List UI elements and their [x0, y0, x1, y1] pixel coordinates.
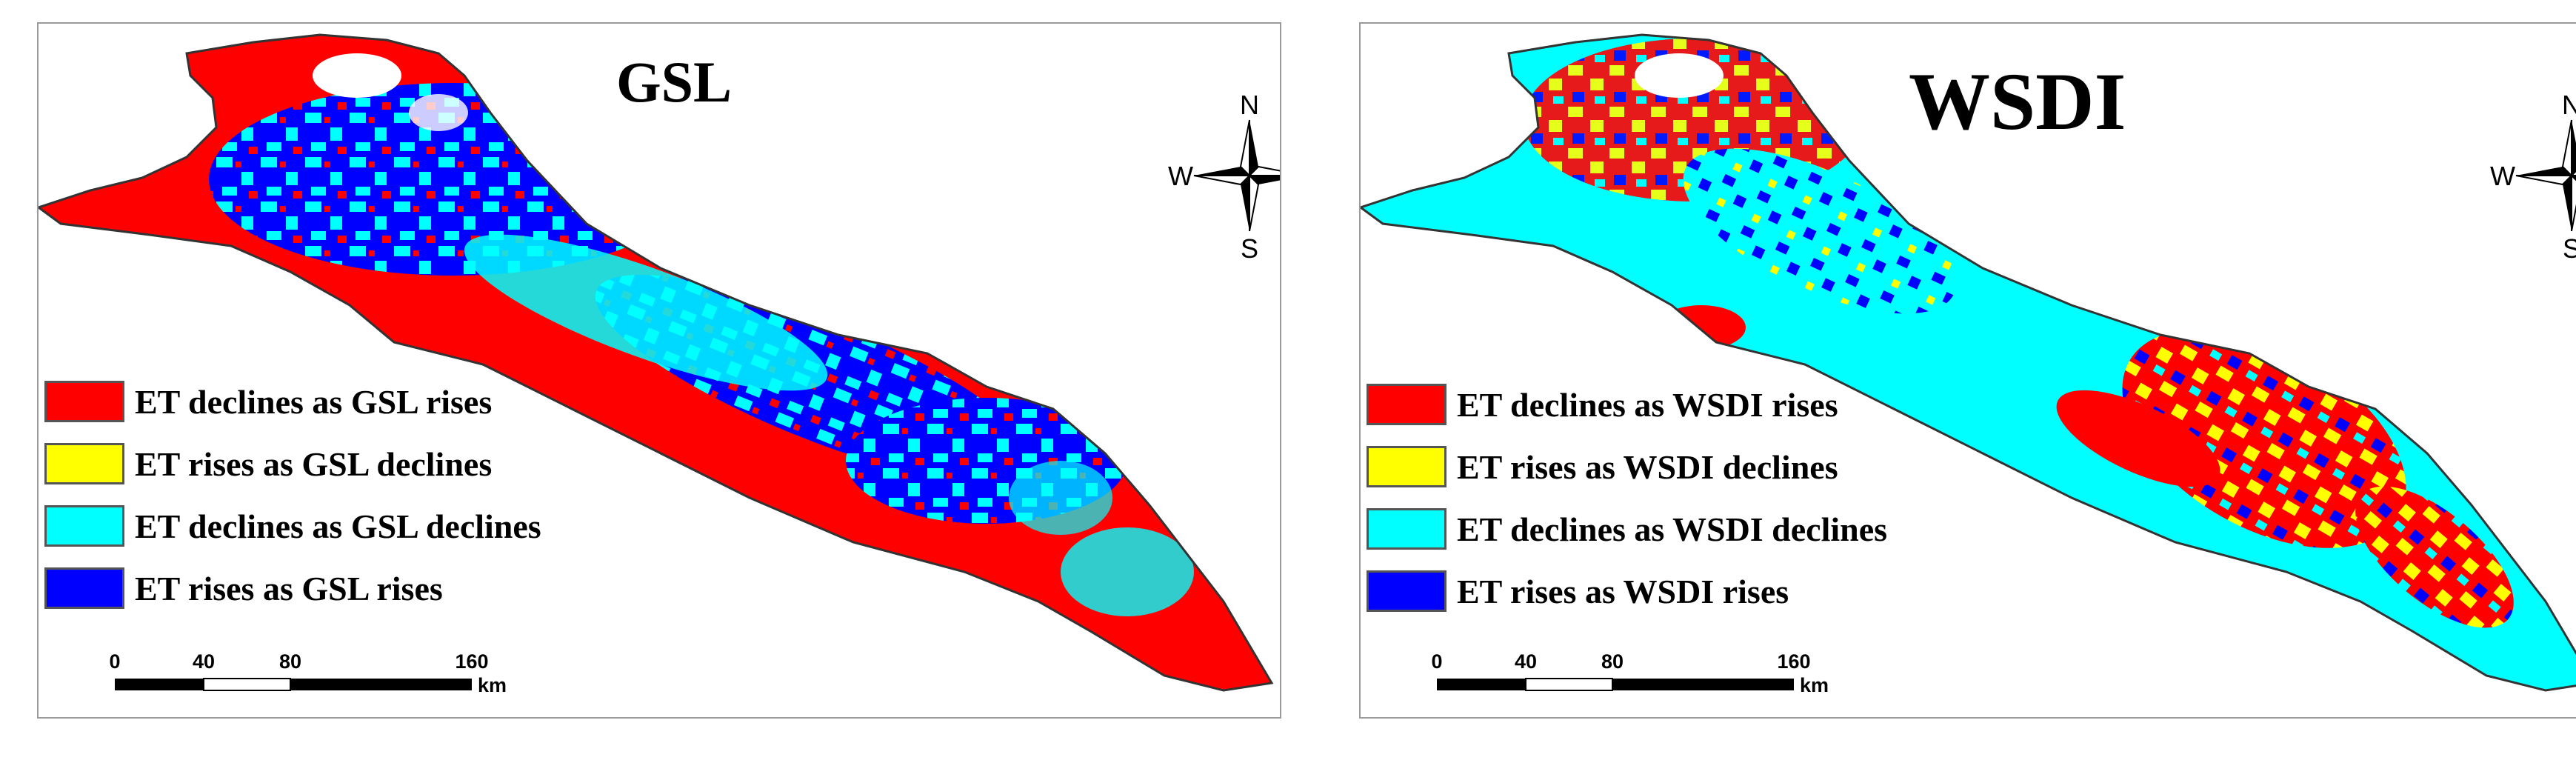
scale-unit: km — [478, 674, 507, 696]
compass-north: N — [2562, 90, 2576, 120]
map-title: GSL — [616, 50, 733, 114]
legend-label: ET rises as WSDI declines — [1457, 447, 1838, 486]
legend-label: ET rises as GSL declines — [135, 444, 493, 483]
legend-swatch-cyan — [44, 505, 124, 547]
scale-tick-label: 160 — [455, 650, 488, 673]
compass-west: W — [2490, 161, 2515, 191]
legend-swatch-cyan — [1367, 508, 1447, 550]
legend-item: ET rises as WSDI declines — [1367, 436, 1887, 498]
scale-tick-label: 80 — [1601, 650, 1624, 673]
north-arrow-icon: N S W E — [2490, 90, 2576, 261]
legend: ET declines as WSDI rises ET rises as WS… — [1367, 373, 1887, 622]
legend-item: ET rises as GSL rises — [44, 557, 541, 619]
legend-swatch-red — [1367, 384, 1447, 425]
legend-label: ET rises as GSL rises — [135, 569, 443, 607]
legend-swatch-yellow — [44, 443, 124, 484]
north-arrow-icon: N S W E — [1168, 90, 1280, 261]
compass-west: W — [1168, 161, 1193, 191]
map-title: WSDI — [1909, 56, 2126, 147]
scale-tick-label: 0 — [1431, 650, 1442, 673]
legend-label: ET declines as GSL rises — [135, 382, 493, 421]
legend-item: ET declines as GSL declines — [44, 495, 541, 557]
legend-swatch-blue — [1367, 570, 1447, 612]
legend-label: ET declines as WSDI rises — [1457, 385, 1838, 424]
scale-tick-label: 40 — [1515, 650, 1537, 673]
scale-bar: 0 40 80 160 km — [109, 646, 531, 705]
region-map-gsl — [39, 33, 1274, 692]
legend-swatch-blue — [44, 567, 124, 609]
legend-label: ET rises as WSDI rises — [1457, 572, 1789, 610]
region-map-wsdi — [1361, 33, 2576, 692]
legend-swatch-red — [44, 381, 124, 422]
compass-north: N — [1240, 90, 1259, 120]
legend-item: ET rises as GSL declines — [44, 433, 541, 495]
legend: ET declines as GSL rises ET rises as GSL… — [44, 370, 541, 619]
legend-item: ET declines as WSDI rises — [1367, 373, 1887, 436]
legend-item: ET rises as WSDI rises — [1367, 560, 1887, 622]
scale-unit: km — [1800, 674, 1829, 696]
scale-tick-label: 40 — [193, 650, 215, 673]
legend-item: ET declines as GSL rises — [44, 370, 541, 433]
compass-south: S — [1241, 233, 1258, 261]
map-panel-gsl: GSL N S W E ET declines as GSL rises ET … — [37, 22, 1281, 719]
legend-swatch-yellow — [1367, 446, 1447, 487]
scale-tick-label: 0 — [109, 650, 120, 673]
legend-item: ET declines as WSDI declines — [1367, 498, 1887, 560]
scale-tick-label: 80 — [279, 650, 301, 673]
legend-label: ET declines as GSL declines — [135, 507, 541, 545]
map-panel-wsdi: WSDI N S W E ET declines as WSDI rises E… — [1359, 22, 2576, 719]
scale-tick-label: 160 — [1777, 650, 1810, 673]
legend-label: ET declines as WSDI declines — [1457, 510, 1888, 548]
scale-bar: 0 40 80 160 km — [1431, 646, 1853, 705]
compass-south: S — [2563, 233, 2576, 261]
